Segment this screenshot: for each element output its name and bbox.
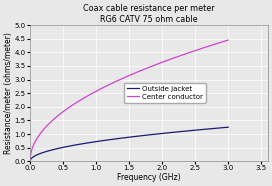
Center conductor: [161, 61, 164, 63]
Center conductor: [227, 39, 230, 41]
Y-axis label: Resistance/meter (ohms/meter): Resistance/meter (ohms/meter): [4, 32, 13, 154]
Legend: Outside jacket, Center conductor: Outside jacket, Center conductor: [124, 83, 206, 103]
Outside jacket: [63, 146, 67, 148]
Line: Outside jacket: Outside jacket: [30, 127, 228, 161]
X-axis label: Frequency (GHz): Frequency (GHz): [117, 173, 181, 182]
Outside jacket: [118, 137, 121, 140]
Title: Coax cable resistance per meter
RG6 CATV 75 ohm cable: Coax cable resistance per meter RG6 CATV…: [83, 4, 215, 24]
Center conductor: [79, 99, 83, 101]
Center conductor: [63, 109, 67, 111]
Outside jacket: [178, 131, 181, 133]
Center conductor: [28, 158, 32, 160]
Outside jacket: [145, 134, 149, 136]
Outside jacket: [161, 132, 164, 134]
Outside jacket: [79, 143, 83, 145]
Center conductor: [118, 79, 121, 81]
Outside jacket: [28, 160, 32, 162]
Center conductor: [178, 55, 181, 57]
Outside jacket: [227, 126, 230, 128]
Line: Center conductor: Center conductor: [30, 40, 228, 159]
Center conductor: [145, 67, 149, 69]
